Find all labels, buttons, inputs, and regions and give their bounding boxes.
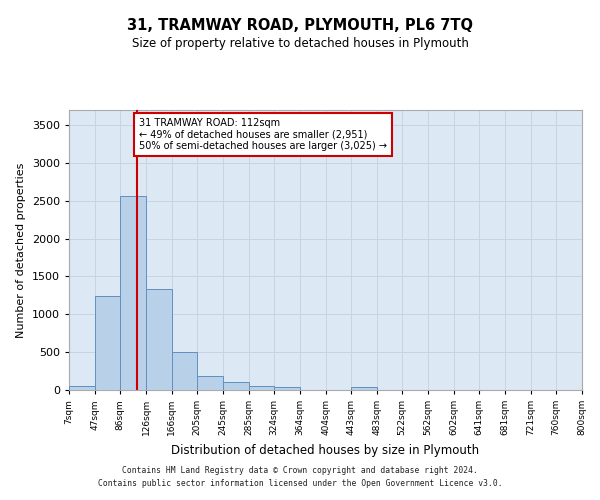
Bar	[351, 386, 377, 390]
Bar	[197, 376, 223, 390]
Bar	[249, 386, 274, 390]
Bar	[146, 288, 172, 390]
Bar	[120, 196, 146, 390]
Bar	[223, 382, 249, 390]
Text: Contains HM Land Registry data © Crown copyright and database right 2024.
Contai: Contains HM Land Registry data © Crown c…	[98, 466, 502, 487]
Text: 31 TRAMWAY ROAD: 112sqm
← 49% of detached houses are smaller (2,951)
50% of semi: 31 TRAMWAY ROAD: 112sqm ← 49% of detache…	[139, 118, 387, 151]
Bar	[69, 386, 95, 390]
Bar	[95, 296, 120, 390]
Bar	[274, 386, 300, 390]
Text: 31, TRAMWAY ROAD, PLYMOUTH, PL6 7TQ: 31, TRAMWAY ROAD, PLYMOUTH, PL6 7TQ	[127, 18, 473, 32]
Text: Size of property relative to detached houses in Plymouth: Size of property relative to detached ho…	[131, 38, 469, 51]
Bar	[172, 352, 197, 390]
X-axis label: Distribution of detached houses by size in Plymouth: Distribution of detached houses by size …	[172, 444, 479, 456]
Y-axis label: Number of detached properties: Number of detached properties	[16, 162, 26, 338]
